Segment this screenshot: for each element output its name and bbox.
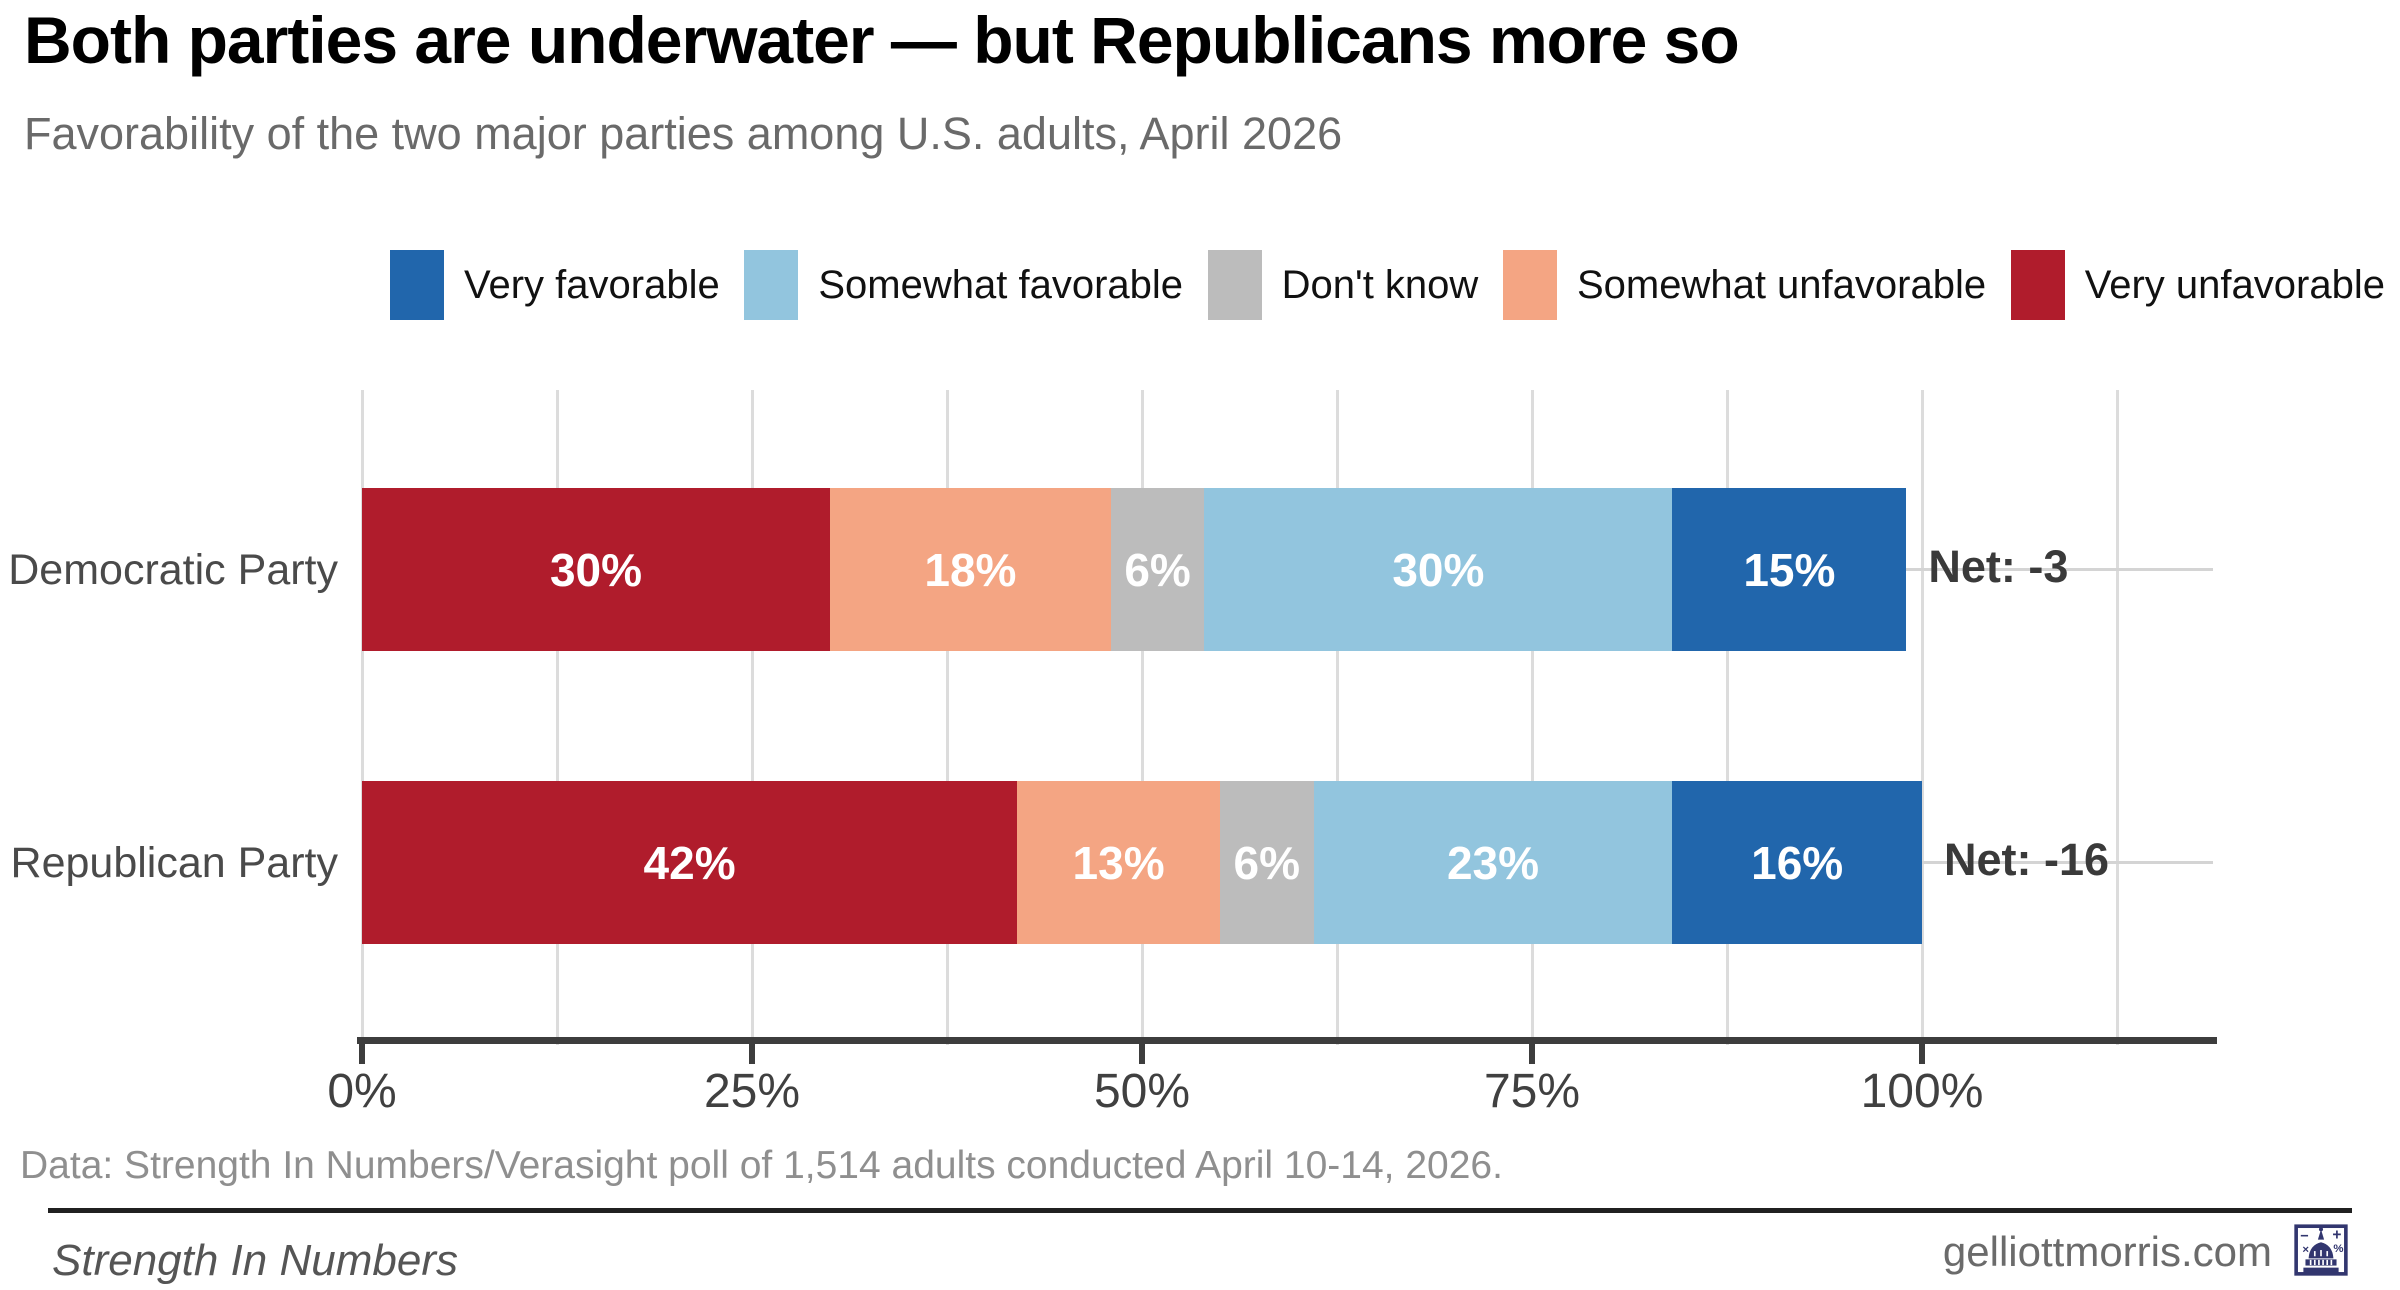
bar-row: 42% 13% 6% 23% 16% bbox=[362, 781, 1922, 944]
footer-right: gelliottmorris.com − × + % bbox=[1943, 1220, 2350, 1283]
chart-subtitle: Favorability of the two major parties am… bbox=[24, 108, 1343, 159]
footer-divider bbox=[48, 1208, 2352, 1213]
legend-item: Very favorable bbox=[390, 250, 720, 320]
legend-item: Very unfavorable bbox=[2010, 250, 2385, 320]
x-axis-tick bbox=[359, 1040, 365, 1064]
legend: Very favorable Somewhat favorable Don't kn… bbox=[390, 248, 2385, 322]
vertical-gridline bbox=[1530, 390, 1534, 1045]
brand-name: Strength In Numbers bbox=[52, 1236, 458, 1285]
x-axis-tick-label: 100% bbox=[1860, 1065, 1984, 1118]
legend-swatch bbox=[390, 250, 444, 320]
svg-text:+: + bbox=[2332, 1227, 2341, 1244]
vertical-gridline bbox=[1335, 390, 1339, 1045]
site-url: gelliottmorris.com bbox=[1942, 1227, 2272, 1275]
data-source-note: Data: Strength In Numbers/Verasight poll… bbox=[20, 1144, 1503, 1187]
bar-segment: 18% bbox=[830, 488, 1111, 651]
svg-text:−: − bbox=[2300, 1229, 2308, 1245]
bar-value-label: 18% bbox=[924, 543, 1017, 596]
bar-value-label: 42% bbox=[643, 836, 736, 889]
legend-label: Somewhat favorable bbox=[818, 262, 1184, 307]
bar-segment: 6% bbox=[1110, 488, 1205, 651]
bar-value-label: 16% bbox=[1751, 836, 1844, 889]
bar-segment: 16% bbox=[1672, 781, 1922, 944]
vertical-gridline bbox=[945, 390, 949, 1045]
legend-label: Don't know bbox=[1281, 262, 1479, 307]
x-axis-tick-label: 50% bbox=[1093, 1065, 1191, 1118]
bar-value-label: 30% bbox=[549, 543, 643, 596]
bar-segment: 6% bbox=[1219, 781, 1314, 944]
x-axis-tick bbox=[1919, 1040, 1925, 1064]
legend-swatch bbox=[744, 250, 799, 320]
x-axis-tick bbox=[1139, 1040, 1145, 1064]
bar-value-label: 13% bbox=[1072, 836, 1165, 889]
net-label: Net: -16 bbox=[1944, 833, 2110, 885]
bar-segment: 13% bbox=[1017, 781, 1220, 944]
plot-area: 30% 18% 6% 30% 15% Net: -3 42% 13% 6% 23% 16% Net: … bbox=[360, 390, 2213, 1045]
bar-value-label: 23% bbox=[1446, 836, 1540, 889]
svg-text:%: % bbox=[2333, 1243, 2343, 1255]
x-axis-tick bbox=[1529, 1040, 1535, 1064]
vertical-gridline bbox=[1725, 390, 1729, 1045]
net-label: Net: -3 bbox=[1928, 540, 2069, 592]
x-axis-tick-label: 75% bbox=[1483, 1065, 1581, 1118]
legend-swatch bbox=[2010, 250, 2065, 320]
bar-value-label: 30% bbox=[1392, 543, 1485, 596]
x-axis-tick-label: 0% bbox=[327, 1065, 397, 1118]
chart-title: Both parties are underwater — but Republ… bbox=[24, 3, 1740, 77]
bar-value-label: 6% bbox=[1124, 543, 1191, 596]
bar-segment: 15% bbox=[1672, 488, 1907, 651]
category-label: Republican Party bbox=[10, 838, 338, 887]
legend-item: Don't know bbox=[1207, 250, 1479, 320]
x-axis-tick-label: 25% bbox=[703, 1065, 801, 1118]
legend-swatch bbox=[1207, 250, 1262, 320]
legend-swatch bbox=[1502, 250, 1557, 320]
bar-segment: 30% bbox=[362, 488, 830, 651]
legend-label: Very unfavorable bbox=[2084, 262, 2385, 307]
vertical-gridline bbox=[2115, 390, 2119, 1045]
bar-value-label: 15% bbox=[1743, 543, 1836, 596]
bar-segment: 30% bbox=[1204, 488, 1673, 651]
legend-label: Very favorable bbox=[464, 262, 720, 307]
bar-value-label: 6% bbox=[1233, 836, 1301, 889]
legend-item: Somewhat favorable bbox=[744, 250, 1183, 320]
vertical-gridline bbox=[360, 390, 364, 1045]
bar-segment: 23% bbox=[1313, 781, 1673, 944]
legend-item: Somewhat unfavorable bbox=[1502, 250, 1987, 320]
vertical-gridline bbox=[1140, 390, 1144, 1045]
capitol-icon: − × + % bbox=[2292, 1220, 2350, 1283]
x-axis-line bbox=[357, 1037, 2217, 1044]
x-axis-tick bbox=[749, 1040, 755, 1064]
category-label: Democratic Party bbox=[8, 545, 338, 594]
svg-text:×: × bbox=[2302, 1244, 2309, 1256]
vertical-gridline bbox=[1920, 390, 1924, 1045]
legend-label: Somewhat unfavorable bbox=[1576, 262, 1987, 307]
bar-segment: 42% bbox=[362, 781, 1018, 944]
vertical-gridline bbox=[750, 390, 754, 1045]
vertical-gridline bbox=[555, 390, 559, 1045]
bar-row: 30% 18% 6% 30% 15% bbox=[362, 488, 1907, 651]
